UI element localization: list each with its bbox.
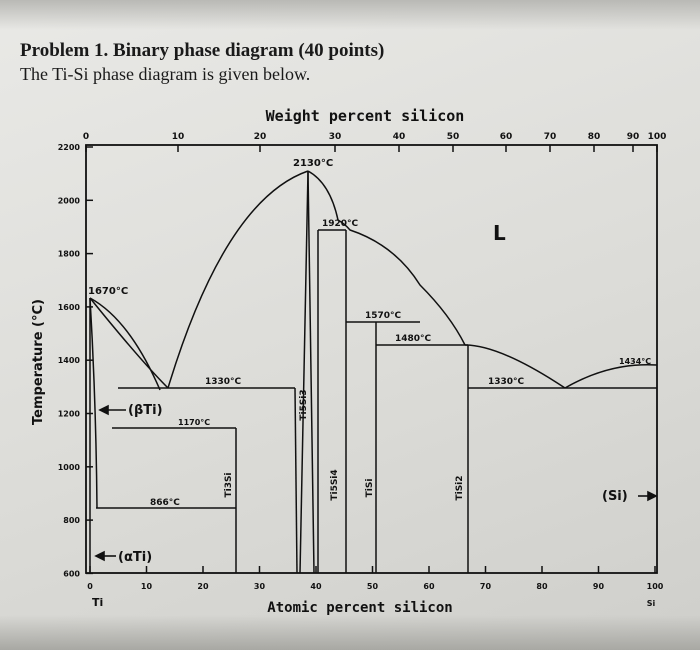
y-tick-label: 2000: [58, 196, 81, 205]
phase-liquid-label: L: [493, 221, 506, 245]
label-866: 866°C: [150, 498, 180, 508]
top-tick-label: 40: [393, 132, 406, 142]
annotation-arrows: [94, 404, 658, 562]
top-tick-label: 50: [447, 132, 460, 142]
top-tick-label: 90: [627, 132, 640, 142]
label-1480: 1480°C: [395, 334, 432, 344]
phase-alpha-ti-label: (αTi): [118, 550, 152, 565]
beta-ti-arrowhead: [98, 404, 109, 416]
bottom-tick-label: 90: [593, 582, 605, 591]
y-axis-ticks: 2200 2000 1800 1600 1400 1200 1000 800 600: [58, 143, 93, 578]
element-si-label: Si: [647, 599, 656, 608]
liquidus-si-side: [564, 363, 658, 389]
y-tick-label: 1400: [58, 356, 81, 365]
top-tick-label: 20: [254, 132, 267, 142]
bottom-tick-label: 80: [536, 582, 548, 591]
y-tick-label: 1600: [58, 303, 81, 312]
top-axis-title: Weight percent silicon: [266, 107, 465, 125]
liquidus-ti5si3-left: [167, 170, 309, 389]
bottom-axis-title: Atomic percent silicon: [267, 600, 452, 616]
top-tick-label: 30: [329, 132, 342, 142]
phase-si-label: (Si): [602, 489, 628, 504]
bottom-tick-label: 50: [367, 582, 379, 591]
problem-title: Problem 1. Binary phase diagram (40 poin…: [20, 40, 385, 61]
phase-boundaries: [89, 170, 658, 574]
label-1330-right: 1330°C: [488, 377, 525, 387]
bottom-tick-label: 100: [647, 582, 664, 591]
element-ti-label: Ti: [92, 596, 103, 609]
top-tick-label: 60: [500, 132, 513, 142]
phase-ti5si4-label: Ti5Si4: [330, 469, 340, 500]
top-tick-label: 70: [544, 132, 557, 142]
label-1330-left: 1330°C: [205, 377, 242, 387]
y-tick-label: 2200: [58, 143, 81, 152]
bottom-tick-label: 70: [480, 582, 492, 591]
y-tick-label: 800: [63, 516, 80, 525]
liquidus-right: [464, 344, 566, 389]
bottom-tick-label: 20: [197, 582, 209, 591]
photo-shadow-bottom: [0, 615, 700, 650]
bottom-tick-label: 40: [310, 582, 322, 591]
top-tick-label: 10: [172, 132, 185, 142]
label-1434: 1434°C: [619, 357, 651, 366]
y-tick-label: 1200: [58, 410, 81, 419]
phase-tisi-label: TiSi: [365, 479, 375, 498]
y-tick-label: 600: [63, 569, 80, 578]
top-tick-label: 80: [588, 132, 601, 142]
liquidus-left: [89, 297, 169, 389]
alpha-ti-arrowhead: [94, 550, 105, 562]
phase-ti3si-label: Ti3Si: [224, 472, 234, 497]
label-1920: 1920°C: [322, 219, 359, 229]
phase-tisi2-label: TiSi2: [455, 475, 465, 500]
y-tick-label: 1000: [58, 463, 81, 472]
si-arrowhead: [647, 490, 658, 502]
label-1170: 1170°C: [178, 418, 210, 427]
photo-shadow-top: [0, 0, 700, 30]
y-axis-title: Temperature (°C): [31, 299, 46, 425]
y-tick-label: 1800: [58, 250, 81, 259]
solidus-beta: [89, 297, 161, 391]
ti5si3-right-boundary: [307, 170, 315, 574]
top-tick-label: 100: [648, 132, 667, 142]
bottom-axis-ticks: 0 10 20 30 40 50 60 70 80 90 100: [87, 566, 664, 591]
plot-frame: [85, 144, 658, 574]
label-2130: 2130°C: [293, 158, 333, 169]
ti5si3-left-boundary: [294, 387, 298, 574]
ti5si3-center: [299, 170, 309, 574]
bottom-tick-label: 0: [87, 582, 93, 591]
top-axis-ticks: 0 10 20 30 40 50 60 70 80 90 100: [83, 132, 667, 152]
label-1670: 1670°C: [88, 286, 128, 297]
beta-transus: [89, 297, 98, 509]
problem-subtitle: The Ti-Si phase diagram is given below.: [20, 64, 311, 84]
bottom-tick-label: 30: [254, 582, 266, 591]
top-tick-label: 0: [83, 132, 89, 142]
phase-beta-ti-label: (βTi): [128, 403, 163, 418]
bottom-tick-label: 10: [141, 582, 153, 591]
bottom-tick-label: 60: [423, 582, 435, 591]
label-1570: 1570°C: [365, 311, 402, 321]
phase-ti5si3-label: Ti5Si3: [299, 389, 309, 420]
liquidus-center-right: [307, 170, 466, 346]
